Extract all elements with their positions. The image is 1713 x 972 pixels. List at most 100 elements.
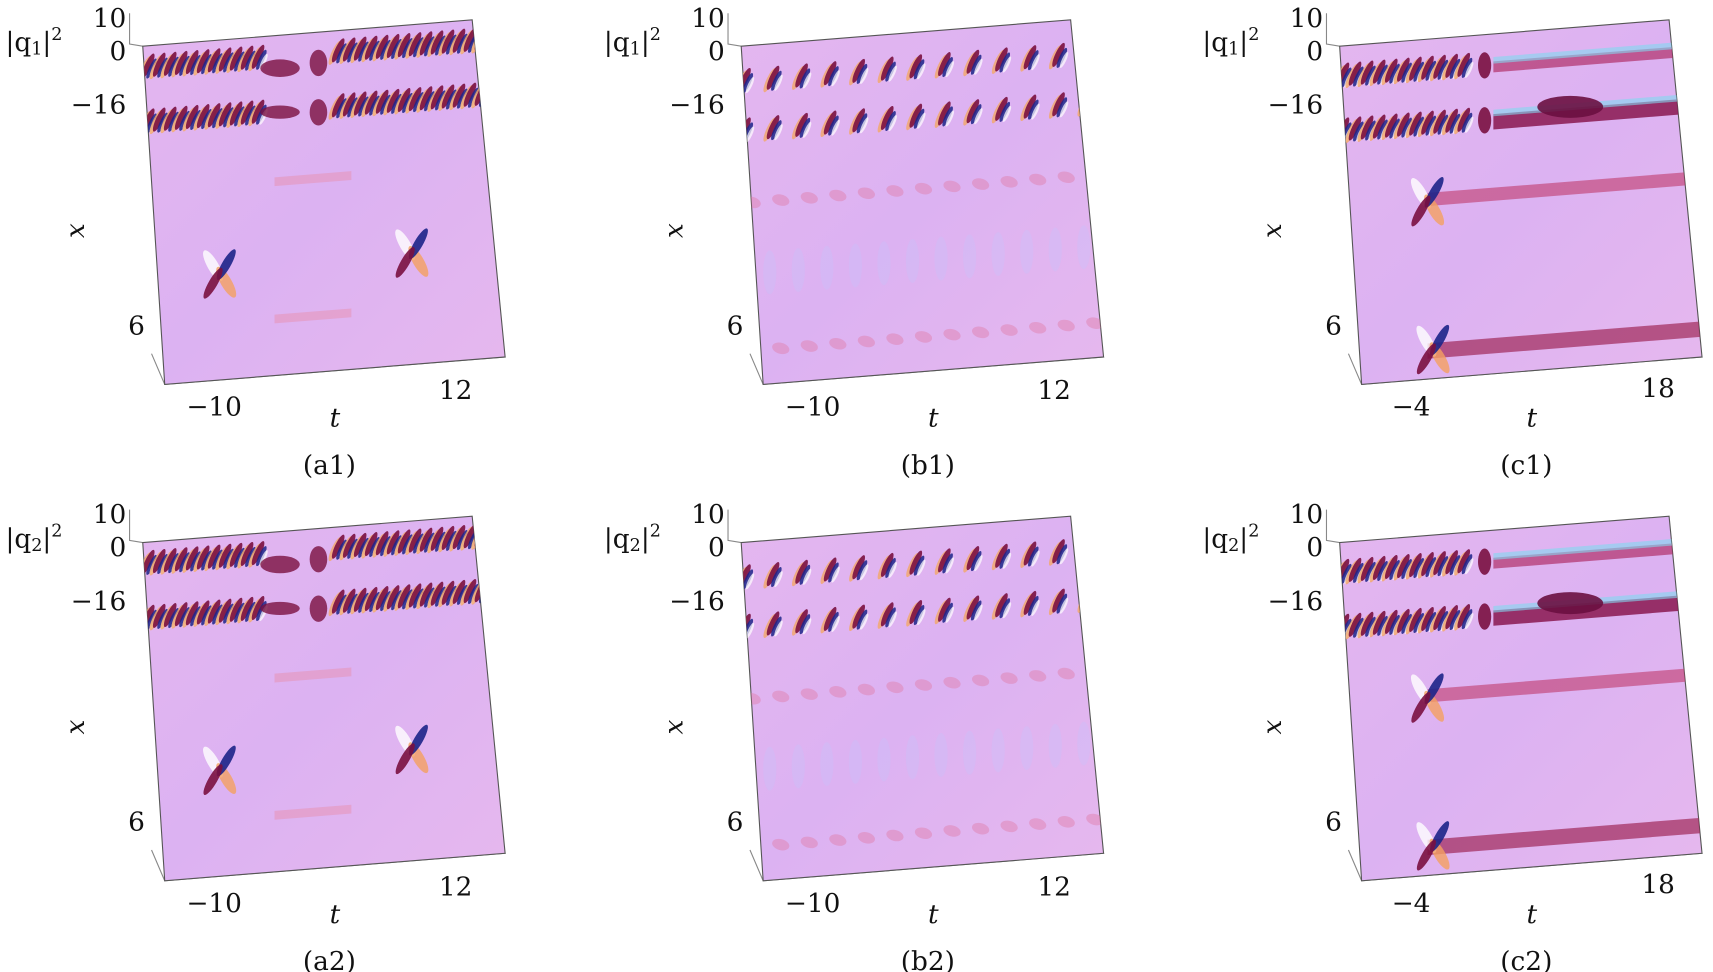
- wave-peak: [1425, 115, 1437, 136]
- wave-peak: [331, 534, 345, 559]
- wave-peak: [485, 80, 499, 105]
- wave-peak: [1421, 606, 1434, 632]
- wave-peak: [771, 616, 782, 637]
- wave-peak: [152, 548, 166, 574]
- wave-peak: [742, 569, 754, 590]
- t-axis-label: t: [928, 900, 939, 930]
- z-label-sub: 1: [31, 39, 42, 59]
- wave-peak: [397, 529, 411, 554]
- z-label-part: |q: [1202, 28, 1228, 58]
- wave-peak: [1052, 42, 1065, 67]
- x-tick-label: 6: [128, 311, 145, 341]
- wave-peak: [772, 194, 790, 206]
- wave-peak: [995, 47, 1008, 72]
- wave-peak: [240, 596, 254, 621]
- wave-peak: [482, 90, 491, 107]
- axis-frame: [727, 13, 742, 47]
- wave-peak: [774, 620, 783, 637]
- z-label-sup: 2: [51, 25, 62, 45]
- wave-peak: [938, 548, 951, 573]
- wave-peak: [1048, 227, 1062, 272]
- wave-peak: [1088, 99, 1097, 116]
- wave-peak: [909, 550, 923, 575]
- wave-peak: [1457, 107, 1471, 132]
- wave-peak: [1397, 608, 1410, 633]
- panel: |q1|2 100 −16 x 6 −10 12 t (b1): [604, 4, 1105, 481]
- wave-peak: [163, 51, 177, 76]
- wave-peak: [877, 737, 891, 782]
- wave-peak: [999, 548, 1011, 569]
- wave-peak: [142, 549, 155, 574]
- wave-peak: [1002, 552, 1012, 569]
- wave-peak: [970, 600, 982, 621]
- wave-peak: [196, 600, 210, 625]
- wave-peak: [917, 63, 926, 80]
- wave-peak: [1425, 60, 1437, 81]
- wave-peak: [482, 35, 491, 52]
- wave-peak: [1372, 59, 1386, 84]
- wave-peak: [485, 26, 499, 51]
- t-axis-label: t: [928, 404, 939, 434]
- stripe: [1427, 666, 1703, 703]
- wave-peak: [1031, 54, 1040, 71]
- wave-peak: [1029, 173, 1047, 186]
- wave-peak: [441, 580, 455, 605]
- wave-peak: [1465, 558, 1474, 575]
- wave-peak: [909, 600, 923, 625]
- z-tick-label: 0: [708, 533, 725, 563]
- wave-peak: [857, 335, 875, 348]
- wave-peak: [207, 599, 221, 624]
- wave-peak: [353, 587, 367, 612]
- stripe: [1427, 816, 1703, 856]
- axis-frame: [1325, 509, 1340, 544]
- wave-peak: [397, 33, 411, 58]
- wave-peak: [888, 611, 897, 628]
- wave-peak: [364, 90, 378, 115]
- panel-caption: (b1): [901, 451, 955, 481]
- wave-peak: [970, 54, 982, 75]
- wave-peak: [856, 63, 868, 84]
- wave-peak: [999, 598, 1011, 619]
- surface: [740, 515, 1105, 882]
- wave-peak: [1085, 95, 1096, 116]
- wave-peak: [331, 589, 345, 614]
- z-label-part: |q: [5, 524, 31, 554]
- wave-peak: [917, 559, 926, 576]
- wave-peak: [1409, 56, 1422, 81]
- wave-peak: [1433, 605, 1446, 631]
- wave-peak: [463, 579, 477, 604]
- wave-peak: [943, 676, 961, 689]
- wave-peak: [1056, 47, 1068, 68]
- wave-peak: [974, 58, 983, 75]
- stripe: [274, 308, 352, 324]
- wave-peak: [1085, 45, 1096, 66]
- t-tick-label: 12: [439, 872, 473, 902]
- wave-peak: [799, 68, 811, 89]
- t-tick-label: −10: [186, 889, 242, 919]
- wave-peak: [1437, 611, 1449, 632]
- wave-peak: [207, 103, 221, 128]
- wave-peak: [1057, 816, 1075, 828]
- wave-peak: [203, 764, 223, 795]
- wave-peak: [163, 548, 177, 573]
- wave-peak: [1537, 592, 1604, 615]
- x-axis-label: x: [1258, 719, 1288, 734]
- wave-peak: [1020, 229, 1034, 274]
- wave-peak: [848, 739, 862, 784]
- wave-peak: [914, 331, 933, 343]
- wave-peak: [1088, 545, 1097, 562]
- wave-peak: [174, 50, 188, 75]
- wave-peak: [152, 603, 166, 628]
- z-label-sub: 2: [1228, 535, 1239, 555]
- wave-peak: [795, 112, 808, 137]
- stripe: [1493, 535, 1703, 560]
- wave-peak: [745, 622, 755, 639]
- wave-peak: [1409, 553, 1422, 578]
- z-tick-label: −16: [1268, 587, 1324, 617]
- wave-peak: [963, 234, 977, 279]
- wave-peak: [408, 87, 422, 112]
- wave-peak: [1029, 670, 1047, 682]
- wave-peak: [152, 52, 166, 77]
- wave-peak: [478, 528, 490, 549]
- wave-peak: [364, 586, 378, 611]
